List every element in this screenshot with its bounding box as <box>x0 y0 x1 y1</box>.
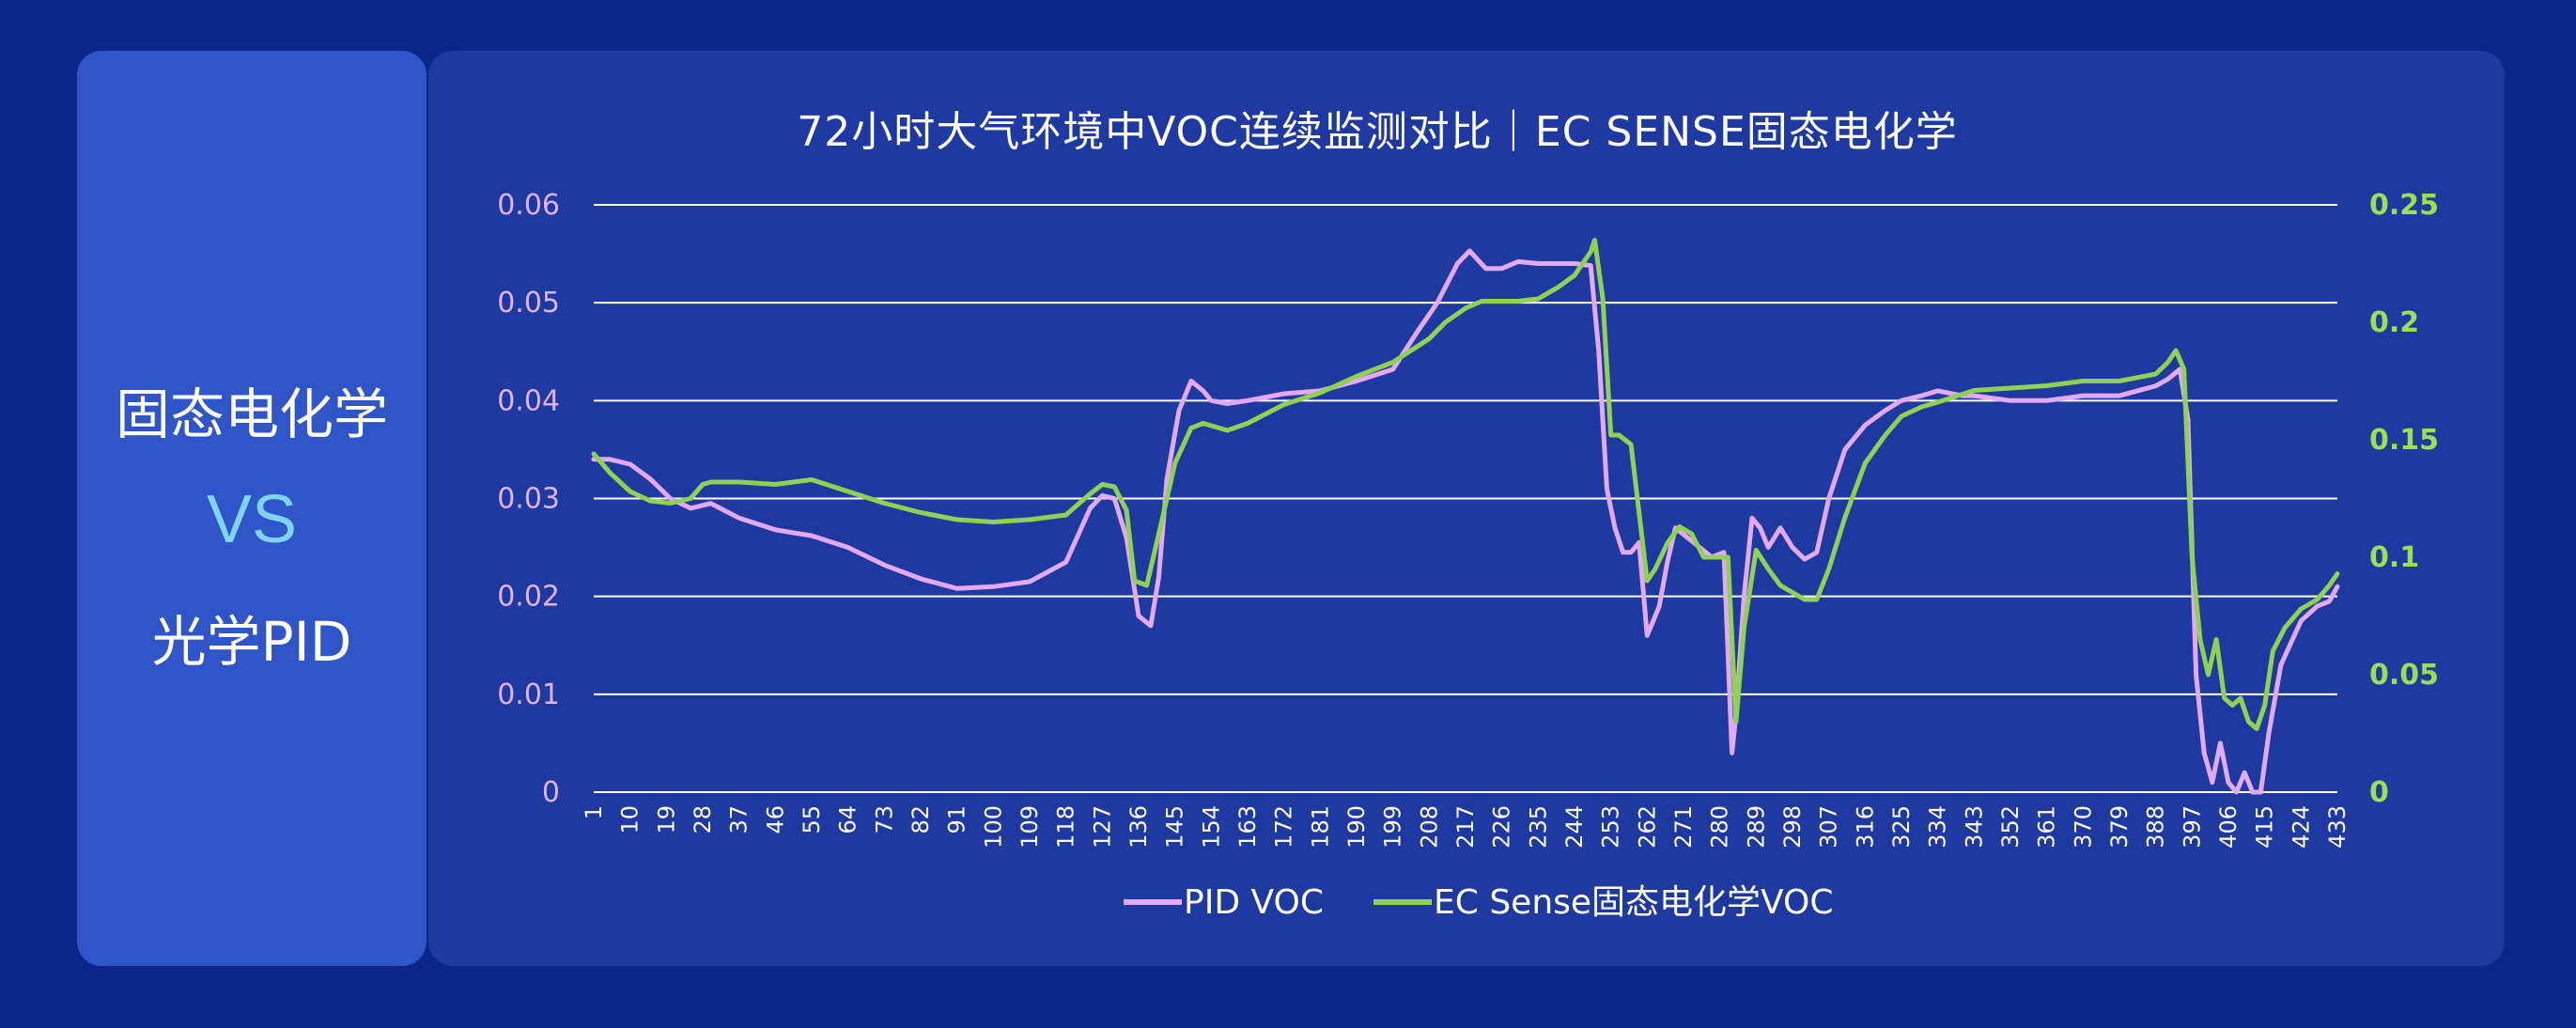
right-tick-label: 0.1 <box>2369 541 2419 574</box>
x-tick-label: 163 <box>1234 805 1261 849</box>
x-tick-label: 217 <box>1452 805 1479 849</box>
x-tick-label: 271 <box>1670 805 1697 849</box>
x-tick-label: 19 <box>653 805 679 834</box>
left-tick-label: 0.03 <box>497 483 560 516</box>
x-tick-label: 334 <box>1925 805 1951 849</box>
x-tick-label: 127 <box>1089 805 1115 849</box>
x-tick-label: 82 <box>908 805 934 834</box>
left-tick-label: 0.05 <box>497 287 560 319</box>
x-tick-label: 244 <box>1561 805 1588 849</box>
x-tick-label: 46 <box>762 805 788 834</box>
x-tick-label: 316 <box>1852 805 1878 849</box>
right-tick-label: 0.2 <box>2369 306 2419 339</box>
chart-panel <box>428 51 2505 966</box>
left-title-pid: 光学PID <box>151 610 352 674</box>
x-tick-label: 379 <box>2106 805 2133 849</box>
x-axis-ticks: 1 10 19 28 37 46 55 64 73 82 91 100 109 118 127 136 145 1… <box>581 805 2351 849</box>
x-tick-label: 100 <box>980 805 1006 849</box>
x-tick-label: 55 <box>799 805 825 834</box>
x-tick-label: 298 <box>1779 805 1806 849</box>
x-tick-label: 415 <box>2252 805 2278 849</box>
right-tick-label: 0.15 <box>2369 424 2439 457</box>
left-tick-label: 0 <box>542 776 560 809</box>
x-tick-label: 172 <box>1271 805 1297 849</box>
x-tick-label: 109 <box>1016 805 1043 849</box>
x-tick-label: 343 <box>1961 805 1987 849</box>
x-tick-label: 406 <box>2215 805 2242 849</box>
x-tick-label: 73 <box>871 805 897 834</box>
left-vs-label: VS <box>206 482 298 557</box>
grid-lines <box>594 204 2337 793</box>
x-tick-label: 208 <box>1416 805 1442 849</box>
left-tick-label: 0.02 <box>497 581 560 614</box>
x-tick-label: 10 <box>617 805 644 834</box>
series-line-ec <box>591 238 2340 731</box>
x-tick-label: 424 <box>2288 805 2314 849</box>
x-tick-label: 37 <box>726 805 753 834</box>
x-tick-label: 433 <box>2324 805 2351 849</box>
x-tick-label: 28 <box>690 805 716 834</box>
x-tick-label: 235 <box>1525 805 1551 849</box>
x-tick-label: 1 <box>581 805 607 819</box>
x-tick-label: 136 <box>1125 805 1152 849</box>
x-tick-label: 199 <box>1380 805 1406 849</box>
x-tick-label: 262 <box>1634 805 1660 849</box>
x-tick-label: 397 <box>2179 805 2205 849</box>
right-tick-label: 0.25 <box>2369 189 2439 222</box>
x-tick-label: 280 <box>1707 805 1733 849</box>
x-tick-label: 145 <box>1162 805 1188 849</box>
x-tick-label: 190 <box>1343 805 1370 849</box>
x-tick-label: 226 <box>1489 805 1515 849</box>
left-title-electrochemical: 固态电化学 <box>115 382 388 446</box>
x-tick-label: 253 <box>1598 805 1624 849</box>
x-tick-label: 325 <box>1888 805 1915 849</box>
right-tick-label: 0 <box>2369 776 2389 809</box>
series-lines <box>591 238 2340 795</box>
legend-label: PID VOC <box>1184 883 1324 922</box>
chart-title: 72小时大气环境中VOC连续监测对比｜EC SENSE固态电化学 <box>797 108 1958 156</box>
left-panel: 固态电化学 VS 光学PID <box>77 51 427 966</box>
x-tick-label: 181 <box>1307 805 1333 849</box>
x-tick-label: 352 <box>1997 805 2024 849</box>
x-tick-label: 154 <box>1198 805 1224 849</box>
x-tick-label: 64 <box>835 805 861 834</box>
x-tick-label: 91 <box>944 805 970 834</box>
x-tick-label: 388 <box>2143 805 2169 849</box>
left-tick-label: 0.04 <box>497 384 560 417</box>
x-tick-label: 361 <box>2034 805 2060 849</box>
left-axis-ticks: 0 0.01 0.02 0.03 0.04 0.05 0.06 <box>497 189 560 809</box>
left-tick-label: 0.06 <box>497 189 560 222</box>
legend: PID VOC EC Sense固态电化学VOC <box>1124 883 1834 922</box>
x-tick-label: 307 <box>1816 805 1842 849</box>
x-tick-label: 289 <box>1743 805 1769 849</box>
x-tick-label: 370 <box>2070 805 2096 849</box>
right-tick-label: 0.05 <box>2369 659 2439 692</box>
x-tick-label: 118 <box>1053 805 1079 849</box>
left-tick-label: 0.01 <box>497 678 560 711</box>
legend-label: EC Sense固态电化学VOC <box>1434 883 1834 922</box>
right-axis-ticks: 0 0.05 0.1 0.15 0.2 0.25 <box>2369 189 2439 809</box>
series-line-pid <box>591 248 2340 795</box>
